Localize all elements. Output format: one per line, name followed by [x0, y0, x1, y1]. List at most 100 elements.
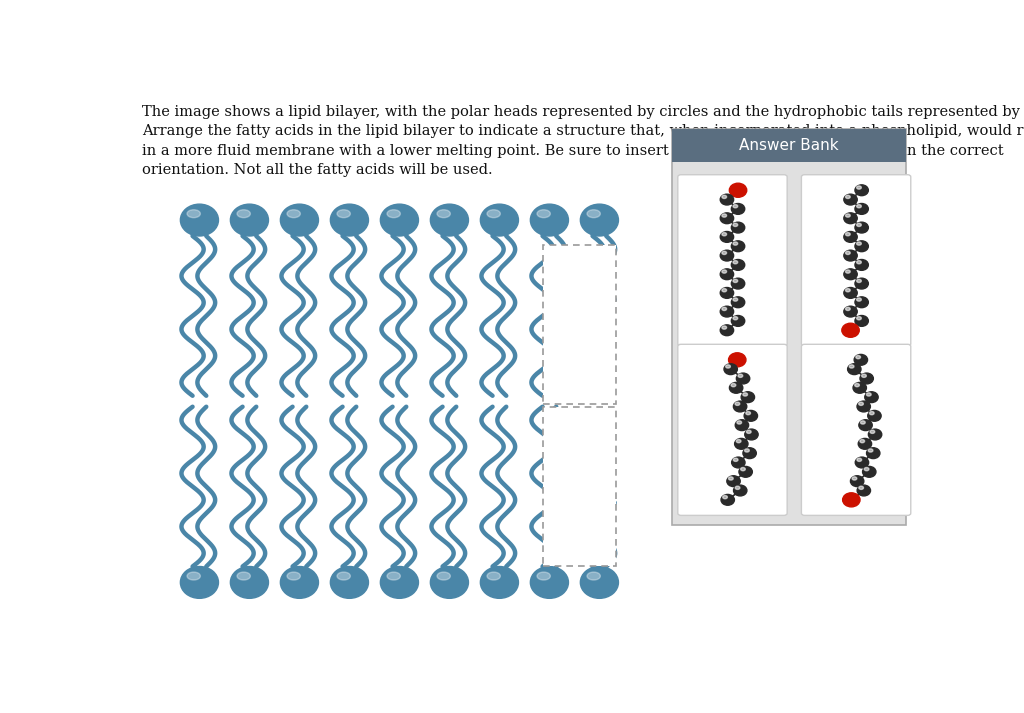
Ellipse shape: [230, 204, 268, 236]
Ellipse shape: [581, 204, 618, 236]
Ellipse shape: [727, 476, 740, 486]
Ellipse shape: [537, 210, 550, 217]
Ellipse shape: [741, 391, 755, 403]
Ellipse shape: [721, 494, 734, 506]
Ellipse shape: [337, 210, 350, 217]
Ellipse shape: [735, 486, 740, 489]
Ellipse shape: [857, 485, 870, 496]
Ellipse shape: [722, 195, 727, 198]
Ellipse shape: [866, 448, 880, 458]
Ellipse shape: [581, 567, 618, 598]
Ellipse shape: [331, 567, 369, 598]
Ellipse shape: [737, 421, 741, 424]
Ellipse shape: [744, 429, 758, 440]
Ellipse shape: [733, 298, 737, 301]
Ellipse shape: [742, 393, 748, 396]
Ellipse shape: [720, 250, 733, 261]
Ellipse shape: [870, 430, 874, 434]
Ellipse shape: [731, 297, 744, 308]
Ellipse shape: [854, 354, 867, 365]
Ellipse shape: [722, 251, 727, 255]
Ellipse shape: [857, 186, 861, 189]
Ellipse shape: [437, 572, 451, 580]
Ellipse shape: [731, 316, 744, 327]
FancyBboxPatch shape: [802, 175, 910, 346]
Ellipse shape: [855, 222, 868, 233]
Ellipse shape: [857, 458, 861, 461]
Ellipse shape: [430, 204, 468, 236]
Ellipse shape: [857, 401, 870, 412]
Ellipse shape: [437, 210, 451, 217]
Ellipse shape: [855, 297, 868, 308]
Ellipse shape: [855, 241, 868, 252]
Ellipse shape: [287, 210, 300, 217]
Ellipse shape: [237, 210, 251, 217]
Ellipse shape: [857, 260, 861, 264]
Ellipse shape: [744, 411, 758, 421]
FancyBboxPatch shape: [678, 344, 787, 515]
Ellipse shape: [736, 373, 750, 384]
Ellipse shape: [855, 457, 868, 468]
Ellipse shape: [380, 567, 419, 598]
Ellipse shape: [848, 364, 861, 374]
Ellipse shape: [743, 448, 757, 458]
Ellipse shape: [744, 449, 750, 452]
Ellipse shape: [857, 317, 861, 320]
Ellipse shape: [337, 572, 350, 580]
Ellipse shape: [846, 251, 850, 255]
Ellipse shape: [735, 402, 739, 406]
Ellipse shape: [724, 364, 737, 374]
Ellipse shape: [844, 287, 857, 298]
Ellipse shape: [865, 391, 879, 403]
Ellipse shape: [722, 326, 727, 329]
FancyBboxPatch shape: [672, 130, 905, 525]
Ellipse shape: [731, 457, 745, 468]
Ellipse shape: [720, 269, 733, 279]
Ellipse shape: [733, 242, 737, 245]
FancyBboxPatch shape: [672, 130, 905, 163]
Ellipse shape: [859, 402, 863, 406]
Ellipse shape: [869, 411, 874, 415]
Ellipse shape: [739, 466, 753, 477]
Ellipse shape: [722, 232, 727, 236]
Ellipse shape: [844, 250, 857, 261]
Ellipse shape: [733, 205, 737, 207]
Ellipse shape: [720, 287, 733, 298]
Ellipse shape: [857, 242, 861, 245]
Ellipse shape: [281, 567, 318, 598]
Ellipse shape: [857, 298, 861, 301]
Text: The image shows a lipid bilayer, with the polar heads represented by circles and: The image shows a lipid bilayer, with th…: [142, 105, 1024, 178]
Ellipse shape: [587, 572, 600, 580]
FancyBboxPatch shape: [802, 344, 910, 515]
Ellipse shape: [855, 185, 868, 195]
Ellipse shape: [861, 374, 866, 377]
Ellipse shape: [844, 269, 857, 279]
Ellipse shape: [740, 468, 745, 471]
Ellipse shape: [187, 572, 201, 580]
Ellipse shape: [480, 204, 518, 236]
Ellipse shape: [843, 493, 860, 507]
Ellipse shape: [846, 270, 850, 273]
Ellipse shape: [720, 306, 733, 317]
Ellipse shape: [487, 572, 501, 580]
Ellipse shape: [857, 279, 861, 282]
Ellipse shape: [722, 214, 727, 217]
Ellipse shape: [867, 411, 881, 421]
Ellipse shape: [287, 572, 300, 580]
Ellipse shape: [855, 203, 868, 215]
Ellipse shape: [860, 421, 865, 424]
Ellipse shape: [180, 204, 218, 236]
Ellipse shape: [731, 278, 744, 289]
Ellipse shape: [736, 439, 741, 443]
Ellipse shape: [846, 195, 850, 198]
Ellipse shape: [868, 449, 872, 452]
Ellipse shape: [738, 374, 742, 377]
Ellipse shape: [387, 572, 400, 580]
Ellipse shape: [866, 393, 871, 396]
Ellipse shape: [731, 241, 744, 252]
Ellipse shape: [842, 323, 859, 337]
Ellipse shape: [846, 232, 850, 236]
Ellipse shape: [844, 232, 857, 242]
Ellipse shape: [857, 205, 861, 207]
Ellipse shape: [857, 223, 861, 227]
